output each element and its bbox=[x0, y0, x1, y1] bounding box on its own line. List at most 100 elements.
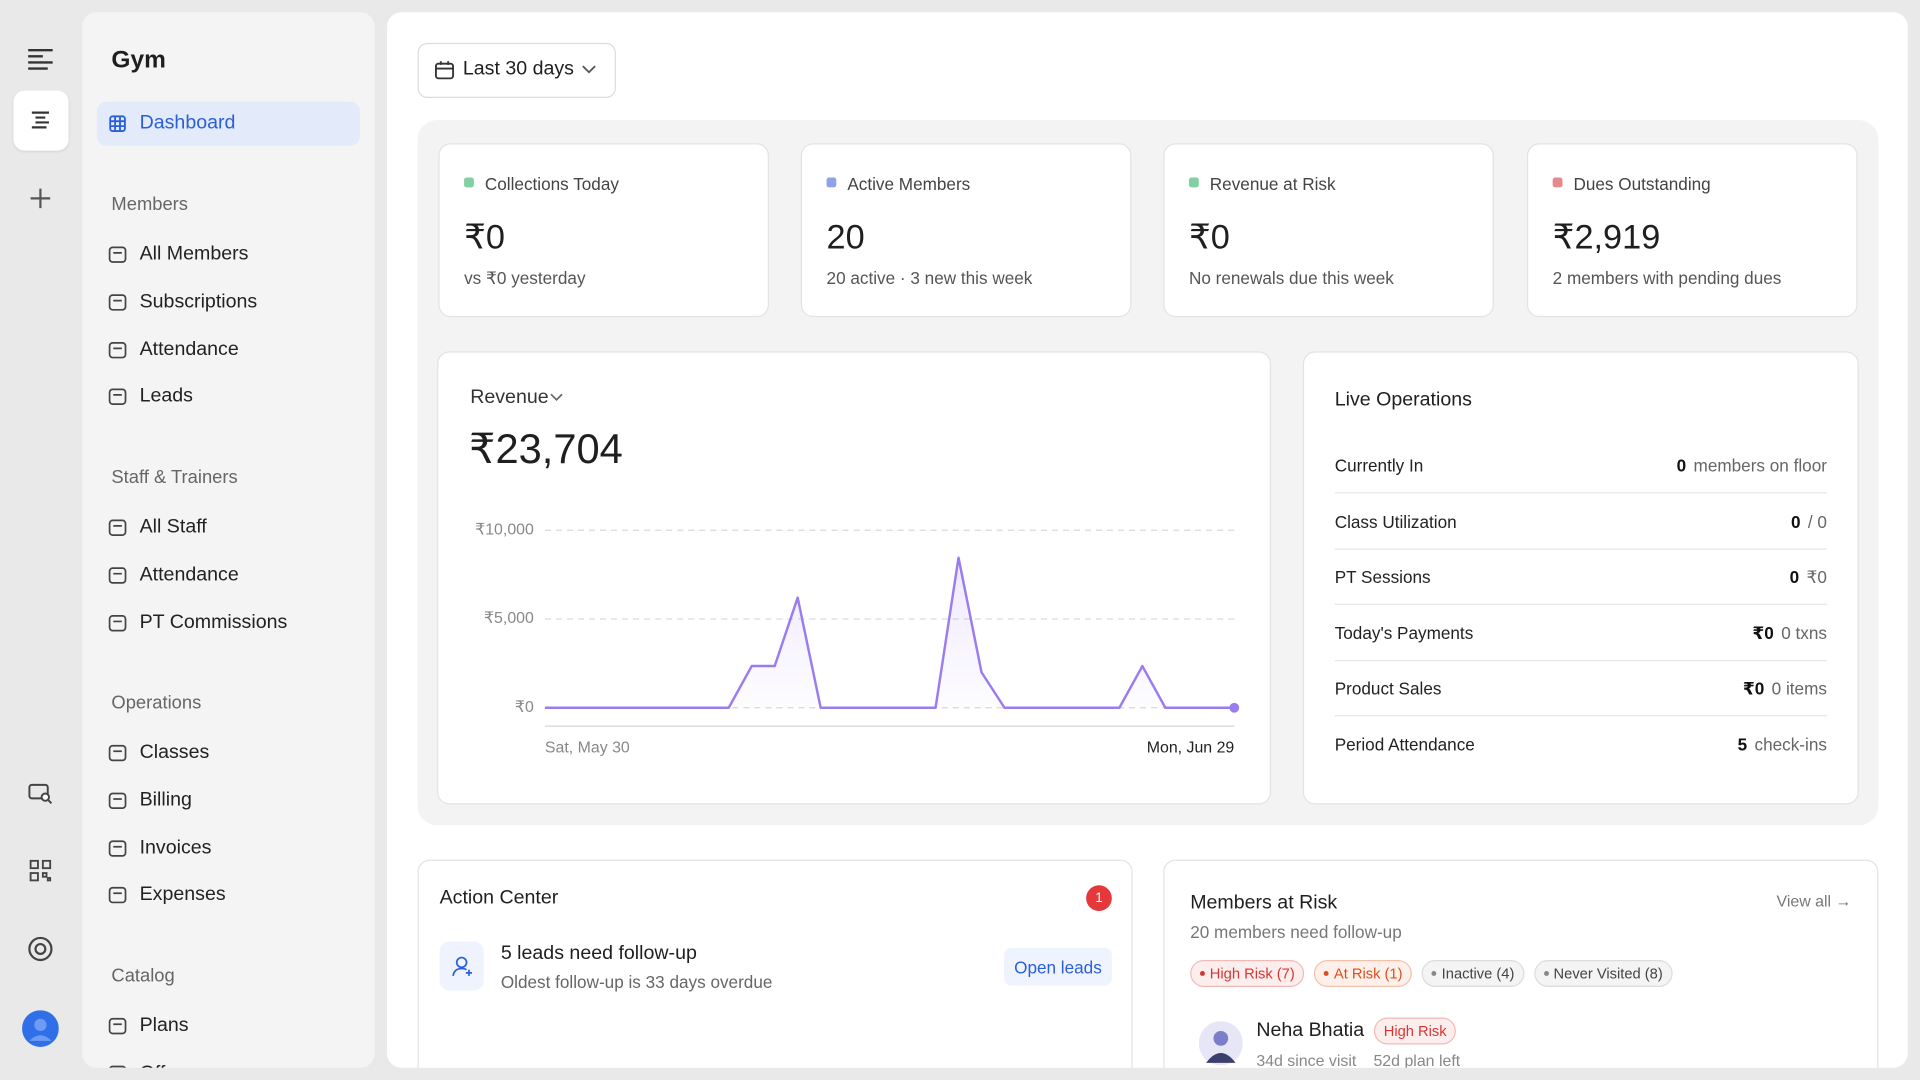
revenue-title[interactable]: Revenue bbox=[470, 386, 549, 408]
icon-shape bbox=[108, 887, 127, 904]
help-icon[interactable] bbox=[27, 936, 54, 963]
qr-icon[interactable] bbox=[29, 859, 52, 882]
icon-shape bbox=[109, 1065, 127, 1068]
lead-icon-box bbox=[439, 941, 484, 991]
icon-shape bbox=[108, 519, 127, 536]
chip-label: High Risk (7) bbox=[1209, 964, 1295, 983]
row-divider bbox=[1334, 492, 1827, 494]
stat-card: Revenue at Risk ₹0 No renewals due this we… bbox=[1163, 143, 1494, 318]
member-plan: 52d plan left bbox=[1373, 1051, 1461, 1068]
stat-note: No renewals due this week bbox=[1188, 268, 1394, 288]
icon-shape bbox=[108, 614, 127, 631]
nav-heading: Staff & Trainers bbox=[111, 467, 238, 488]
nav-item[interactable]: Expenses bbox=[139, 884, 226, 906]
nav-item[interactable]: Offers bbox=[140, 1063, 193, 1068]
icon-shape bbox=[108, 839, 127, 857]
stat-label: Active Members bbox=[847, 173, 971, 194]
nav-item[interactable]: All Members bbox=[139, 243, 249, 265]
chip-dot bbox=[1200, 971, 1205, 976]
ops-value: ₹0 0 items bbox=[1743, 680, 1827, 697]
revenue-total: ₹23,704 bbox=[468, 426, 623, 473]
nav-item[interactable]: Attendance bbox=[139, 338, 239, 360]
ops-label: Product Sales bbox=[1334, 678, 1442, 698]
nav-item[interactable]: Leads bbox=[139, 386, 193, 408]
avatar[interactable] bbox=[22, 1010, 59, 1047]
nav-item[interactable]: Billing bbox=[139, 789, 192, 811]
ops-unit: 0 items bbox=[1771, 678, 1827, 698]
menu-icon[interactable] bbox=[26, 45, 55, 74]
icon-shape bbox=[108, 1017, 127, 1035]
chevron bbox=[582, 65, 596, 74]
revenue-card: Revenue ₹23,704 ₹0 ₹5,000 ₹10,000 Sat, May … bbox=[437, 351, 1272, 805]
filter-chip[interactable]: At Risk (1) bbox=[1314, 960, 1413, 987]
nav-icon bbox=[109, 1065, 127, 1068]
y-tick-label: ₹5,000 bbox=[484, 610, 534, 627]
chip-label: Inactive (4) bbox=[1441, 964, 1515, 983]
filter-chips: High Risk (7) At Risk (1) Inactive (4) Neve… bbox=[1190, 960, 1673, 987]
avatar-head bbox=[1213, 1031, 1229, 1046]
date-filter-label: Last 30 days bbox=[462, 58, 574, 80]
nav-item[interactable]: PT Commissions bbox=[139, 611, 288, 633]
ops-number: 0 bbox=[1676, 455, 1687, 476]
nav-item[interactable]: Dashboard bbox=[139, 112, 236, 134]
live-operations-card: Live Operations Currently In 0 members on … bbox=[1302, 351, 1859, 805]
chip-label: At Risk (1) bbox=[1333, 964, 1403, 983]
nav-icon bbox=[108, 887, 127, 904]
chip-dot bbox=[1431, 971, 1437, 976]
ops-value: 0 ₹0 bbox=[1790, 568, 1827, 585]
nav-item[interactable]: All Staff bbox=[139, 516, 207, 538]
ops-value: 0 members on floor bbox=[1677, 457, 1827, 474]
open-leads-button[interactable] bbox=[1004, 947, 1112, 986]
revenue-chart: ₹0 ₹5,000 ₹10,000 Sat, May 30 Mon, Jun 29 bbox=[475, 521, 1240, 756]
stat-value: ₹0 bbox=[464, 217, 505, 256]
members-at-risk-title: Members at Risk bbox=[1190, 892, 1338, 914]
icon-rail bbox=[0, 0, 81, 1080]
stat-value: ₹2,919 bbox=[1552, 217, 1661, 256]
line bbox=[544, 556, 1235, 709]
filter-chip[interactable]: Never Visited (8) bbox=[1533, 960, 1673, 987]
stat-label: Collections Today bbox=[484, 173, 619, 194]
nav-icon bbox=[108, 744, 127, 762]
add-icon[interactable] bbox=[29, 187, 51, 209]
stat-note: 2 members with pending dues bbox=[1552, 268, 1782, 288]
ops-value: ₹0 0 txns bbox=[1752, 624, 1827, 641]
stat-dot bbox=[464, 177, 474, 188]
main: Last 30 days Revenue ₹23,704 ₹0 ₹5,000 ₹10… bbox=[386, 12, 1908, 1068]
icon-shape bbox=[108, 389, 127, 406]
nav-icon bbox=[108, 246, 127, 263]
ops-unit: check-ins bbox=[1754, 734, 1827, 754]
nav-icon bbox=[108, 567, 127, 584]
nav-item[interactable]: Attendance bbox=[139, 564, 239, 586]
ops-label: Period Attendance bbox=[1334, 734, 1475, 754]
stat-card: Active Members 20 20 active · 3 new this w… bbox=[800, 143, 1132, 318]
nav-icon bbox=[108, 792, 127, 809]
rail-active[interactable] bbox=[13, 90, 69, 151]
member-visit: 34d since visit bbox=[1256, 1051, 1357, 1068]
calendar-icon bbox=[435, 61, 454, 80]
filter-chip[interactable]: Inactive (4) bbox=[1422, 960, 1525, 987]
stat-dot bbox=[1188, 177, 1199, 188]
stat-note: 20 active · 3 new this week bbox=[826, 268, 1033, 288]
nav-icon bbox=[108, 293, 127, 311]
icon-shape bbox=[108, 567, 127, 584]
filter-chip[interactable]: High Risk (7) bbox=[1190, 960, 1305, 987]
nav-item[interactable]: Subscriptions bbox=[139, 291, 258, 312]
nav-item[interactable]: Plans bbox=[139, 1015, 189, 1036]
nav-item[interactable]: Invoices bbox=[139, 837, 212, 858]
nav-item[interactable]: Classes bbox=[139, 742, 210, 763]
action-title: 5 leads need follow-up bbox=[500, 942, 697, 964]
y-tick-label: ₹10,000 bbox=[475, 521, 534, 538]
stat-note: vs ₹0 yesterday bbox=[464, 268, 586, 288]
nav-icon bbox=[108, 389, 127, 406]
list-icon bbox=[31, 111, 49, 129]
view-all-link[interactable]: View all → bbox=[1776, 892, 1852, 911]
search-icon[interactable] bbox=[28, 782, 53, 804]
x-tick-label: Mon, Jun 29 bbox=[1147, 739, 1235, 756]
stat-card: Collections Today ₹0 vs ₹0 yesterday bbox=[438, 143, 769, 318]
date-filter[interactable] bbox=[417, 42, 616, 98]
nav-icon bbox=[108, 341, 127, 358]
member-name-row: Neha Bhatia High Risk bbox=[1256, 1017, 1457, 1045]
ops-label: Currently In bbox=[1334, 455, 1424, 476]
nav-active[interactable] bbox=[96, 101, 361, 146]
